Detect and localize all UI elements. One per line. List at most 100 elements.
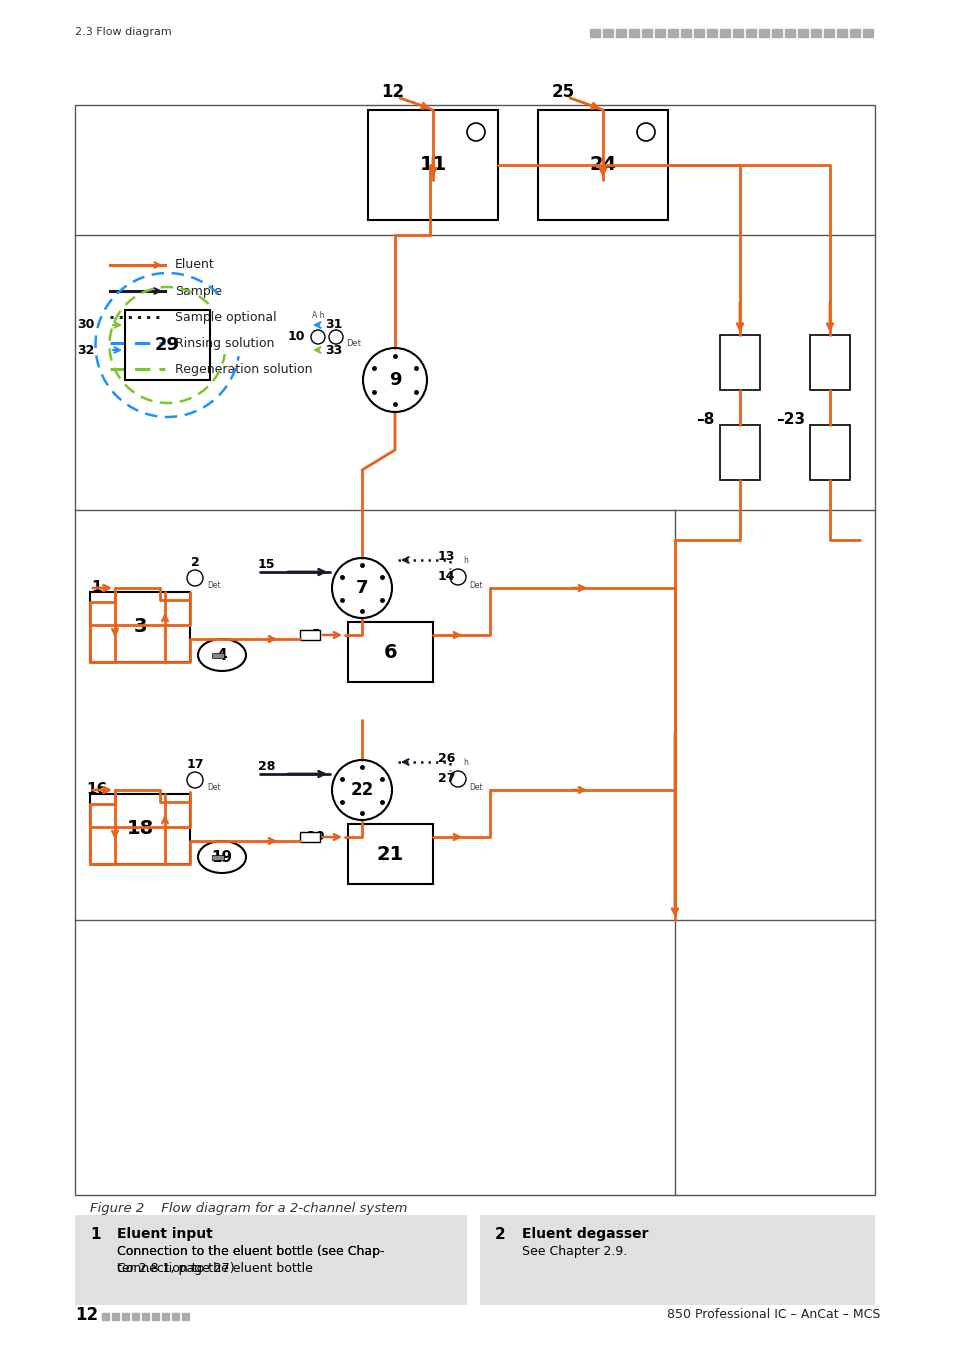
Text: –8: –8: [696, 413, 714, 428]
Bar: [162, 1314, 169, 1320]
Bar: [299, 832, 319, 842]
Bar: [667, 28, 678, 36]
Text: Figure 2    Flow diagram for a 2-channel system: Figure 2 Flow diagram for a 2-channel sy…: [90, 1202, 407, 1215]
Text: 28: 28: [257, 760, 274, 774]
Bar: [90, 593, 190, 662]
Bar: [182, 1314, 189, 1320]
Bar: [368, 109, 497, 220]
Bar: [745, 28, 755, 36]
Bar: [90, 794, 190, 864]
Text: 30: 30: [77, 319, 95, 332]
Text: Det: Det: [207, 582, 220, 590]
Bar: [797, 28, 807, 36]
Text: Eluent degasser: Eluent degasser: [521, 1227, 648, 1241]
Bar: [720, 28, 729, 36]
Bar: [112, 1314, 119, 1320]
Bar: [122, 1314, 129, 1320]
Bar: [680, 28, 690, 36]
Bar: [655, 28, 664, 36]
Text: 1: 1: [90, 1227, 100, 1242]
Text: 17: 17: [186, 757, 204, 771]
Bar: [348, 824, 433, 884]
Text: Rinsing solution: Rinsing solution: [174, 336, 274, 350]
Bar: [720, 335, 760, 390]
Bar: [152, 1314, 159, 1320]
Text: Eluent: Eluent: [174, 258, 214, 271]
Bar: [616, 28, 625, 36]
Bar: [602, 28, 613, 36]
Text: 11: 11: [419, 155, 446, 174]
Text: 6: 6: [383, 643, 396, 662]
Text: Det: Det: [207, 783, 220, 792]
Bar: [537, 109, 667, 220]
Bar: [706, 28, 717, 36]
Text: Det: Det: [346, 339, 360, 348]
Text: 21: 21: [376, 845, 404, 864]
Text: 15: 15: [257, 559, 274, 571]
Text: 29: 29: [154, 336, 180, 354]
Bar: [102, 1314, 109, 1320]
Text: 32: 32: [77, 343, 95, 356]
Bar: [212, 855, 224, 860]
Bar: [759, 28, 768, 36]
Text: 2: 2: [191, 555, 199, 568]
Bar: [809, 335, 849, 390]
Text: 33: 33: [325, 343, 342, 356]
Bar: [693, 28, 703, 36]
Text: 2.3 Flow diagram: 2.3 Flow diagram: [75, 27, 172, 36]
Text: 19: 19: [212, 849, 233, 864]
Bar: [172, 1314, 179, 1320]
Text: Det: Det: [469, 580, 482, 590]
Text: 12: 12: [381, 82, 404, 101]
Text: Connection to the eluent bottle (see Chap-: Connection to the eluent bottle (see Cha…: [117, 1245, 384, 1258]
Text: 4: 4: [216, 648, 227, 663]
Text: Det: Det: [469, 783, 482, 791]
Bar: [771, 28, 781, 36]
Bar: [784, 28, 794, 36]
Text: 14: 14: [437, 571, 455, 583]
Text: 1: 1: [91, 580, 102, 595]
Text: h: h: [463, 757, 468, 767]
Bar: [849, 28, 859, 36]
Text: 12: 12: [75, 1305, 98, 1324]
Text: Eluent input: Eluent input: [117, 1227, 213, 1241]
Text: 18: 18: [126, 819, 153, 838]
Bar: [810, 28, 821, 36]
Text: 850 Professional IC – AnCat – MCS: 850 Professional IC – AnCat – MCS: [666, 1308, 879, 1322]
Text: 22: 22: [350, 782, 374, 799]
Text: 9: 9: [388, 371, 401, 389]
Text: Connection to the eluent bottle: Connection to the eluent bottle: [117, 1262, 316, 1274]
Text: Regeneration solution: Regeneration solution: [174, 363, 313, 375]
Text: Connection to the eluent bottle (see Chap-: Connection to the eluent bottle (see Cha…: [117, 1245, 384, 1258]
Text: 24: 24: [589, 155, 616, 174]
Text: 7: 7: [355, 579, 368, 597]
Bar: [862, 28, 872, 36]
Bar: [823, 28, 833, 36]
Bar: [142, 1314, 149, 1320]
Bar: [628, 28, 639, 36]
Bar: [479, 1215, 874, 1305]
Bar: [299, 630, 319, 640]
Bar: [75, 105, 874, 1195]
Bar: [75, 1215, 467, 1305]
Text: A h: A h: [312, 310, 324, 320]
Text: 25: 25: [551, 82, 574, 101]
Bar: [589, 28, 599, 36]
Text: h: h: [463, 556, 468, 566]
Text: See Chapter 2.9.: See Chapter 2.9.: [521, 1245, 626, 1258]
Bar: [348, 622, 433, 682]
Bar: [125, 310, 210, 379]
Bar: [132, 1314, 139, 1320]
Bar: [641, 28, 651, 36]
Bar: [720, 425, 760, 481]
Text: 3: 3: [133, 617, 147, 636]
Text: 5: 5: [312, 629, 320, 641]
Text: Sample optional: Sample optional: [174, 310, 276, 324]
Bar: [836, 28, 846, 36]
Text: 31: 31: [325, 319, 342, 332]
Text: –23: –23: [775, 413, 804, 428]
Text: 20: 20: [307, 830, 324, 844]
Text: 2: 2: [495, 1227, 505, 1242]
Text: Sample: Sample: [174, 285, 222, 297]
Text: 16: 16: [87, 783, 108, 798]
